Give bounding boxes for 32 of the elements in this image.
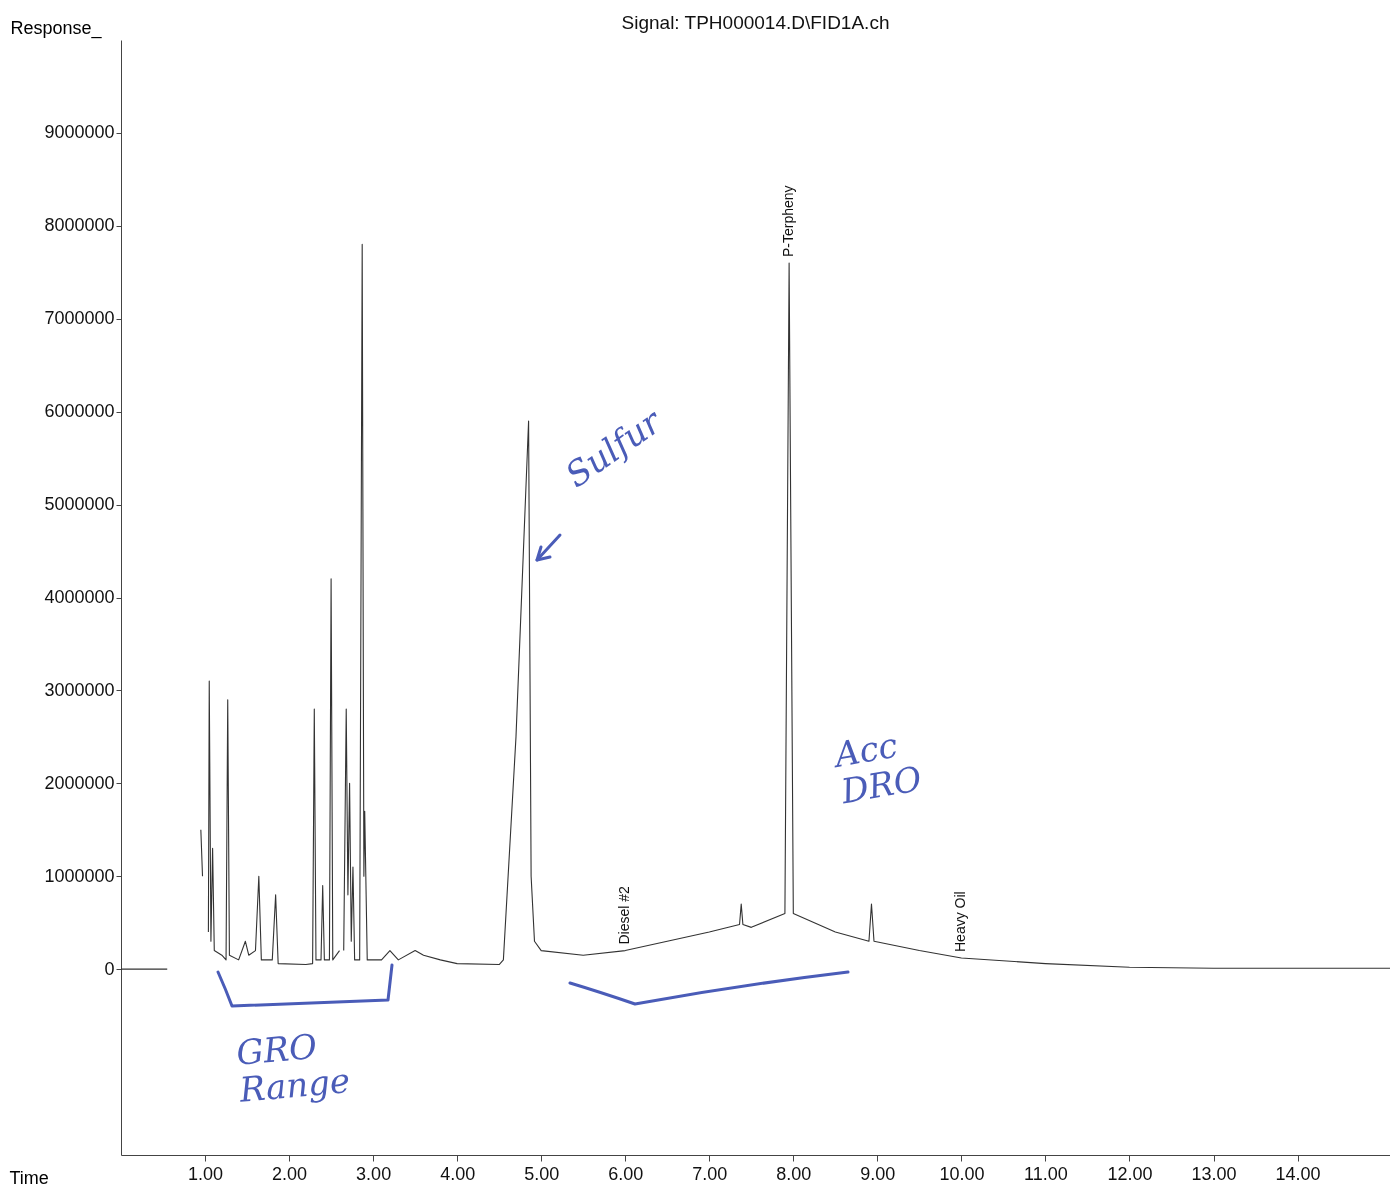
annotation: Acc DRO xyxy=(831,723,925,812)
annotation: Diesel #2 xyxy=(616,886,633,945)
x-tick-label: 5.00 xyxy=(524,1163,560,1184)
y-tick-label: 5000000 xyxy=(44,494,115,515)
y-tick-label: 7000000 xyxy=(44,308,115,329)
x-tick-label: 2.00 xyxy=(272,1163,308,1184)
y-tick-label: 0 xyxy=(104,958,115,979)
y-tick-label: 2000000 xyxy=(44,772,115,793)
x-tick-label: 7.00 xyxy=(692,1163,728,1184)
y-tick-label: 9000000 xyxy=(44,122,115,143)
x-tick-label: 4.00 xyxy=(440,1163,476,1184)
x-tick-label: 6.00 xyxy=(608,1163,644,1184)
x-tick-label: 3.00 xyxy=(356,1163,392,1184)
x-tick-label: 10.00 xyxy=(939,1163,985,1184)
annotation: P-Terpheny xyxy=(780,185,797,257)
y-tick-label: 4000000 xyxy=(44,587,115,607)
annotation: Heavy Oil xyxy=(952,891,969,953)
y-tick-label: 1000000 xyxy=(44,865,115,886)
x-tick-label: 13.00 xyxy=(1191,1163,1237,1184)
y-tick-label: 6000000 xyxy=(44,401,115,422)
x-tick-label: 14.00 xyxy=(1275,1163,1321,1184)
y-tick-label: 8000000 xyxy=(44,215,115,236)
x-tick-label: 8.00 xyxy=(776,1163,812,1184)
chart-title: Signal: TPH000014.D\FID1A.ch xyxy=(621,12,890,33)
x-tick-label: 1.00 xyxy=(188,1163,224,1184)
x-tick-label: 9.00 xyxy=(860,1163,896,1184)
x-axis-title: Time xyxy=(9,1167,49,1186)
annotation: GRO Range xyxy=(234,1025,352,1111)
x-tick-label: 12.00 xyxy=(1107,1163,1153,1184)
y-tick-label: 3000000 xyxy=(44,679,115,700)
x-tick-label: 11.00 xyxy=(1024,1163,1068,1184)
y-axis-title: Response_ xyxy=(10,17,103,39)
